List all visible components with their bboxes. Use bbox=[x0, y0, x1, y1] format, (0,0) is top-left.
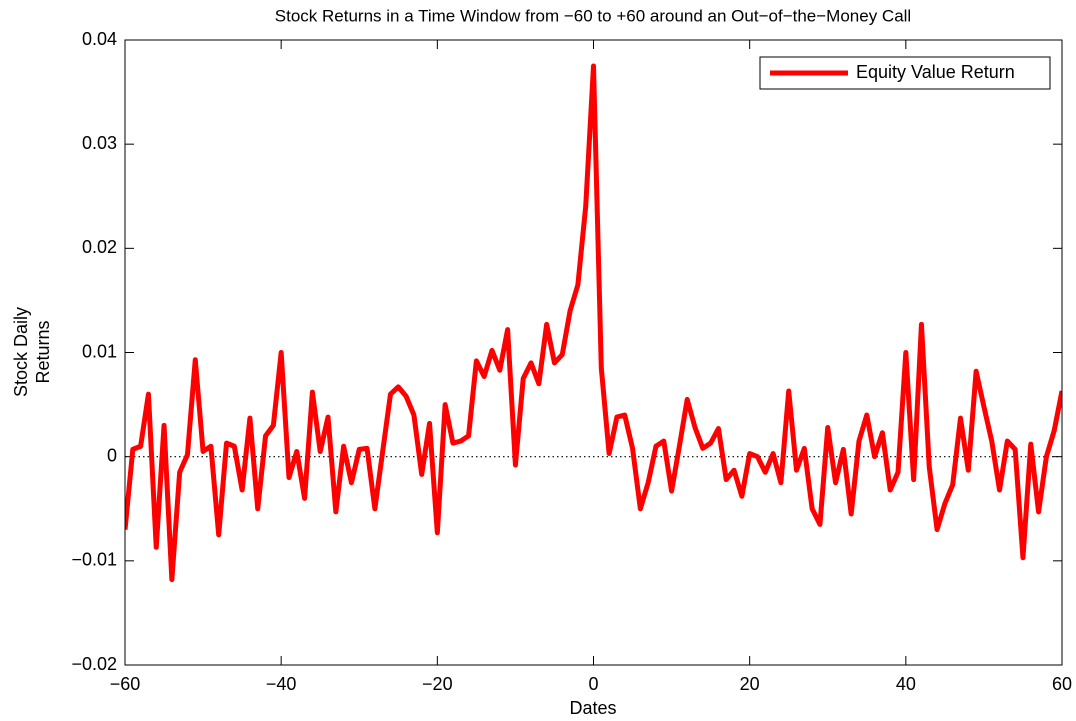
plot-frame bbox=[124, 39, 1063, 666]
y-axis-label: Returns bbox=[33, 320, 53, 383]
y-tick-label: 0.01 bbox=[82, 341, 117, 361]
x-tick-label: 40 bbox=[896, 674, 916, 694]
x-tick-label: −20 bbox=[422, 674, 453, 694]
x-tick-label: 20 bbox=[740, 674, 760, 694]
y-tick-label: 0.02 bbox=[82, 237, 117, 257]
y-axis-label: Stock Daily bbox=[11, 307, 31, 397]
legend-label: Equity Value Return bbox=[856, 62, 1015, 82]
y-tick-label: 0 bbox=[107, 445, 117, 465]
x-axis-label: Dates bbox=[569, 698, 616, 718]
x-tick-label: −60 bbox=[110, 674, 141, 694]
x-tick-label: −40 bbox=[266, 674, 297, 694]
y-tick-label: −0.02 bbox=[71, 654, 117, 674]
data-line bbox=[125, 63, 1062, 583]
y-tick-label: −0.01 bbox=[71, 550, 117, 570]
x-tick-label: 60 bbox=[1052, 674, 1072, 694]
y-tick-label: 0.04 bbox=[82, 29, 117, 49]
y-tick-label: 0.03 bbox=[82, 133, 117, 153]
chart-title: Stock Returns in a Time Window from −60 … bbox=[275, 6, 911, 25]
x-tick-label: 0 bbox=[588, 674, 598, 694]
